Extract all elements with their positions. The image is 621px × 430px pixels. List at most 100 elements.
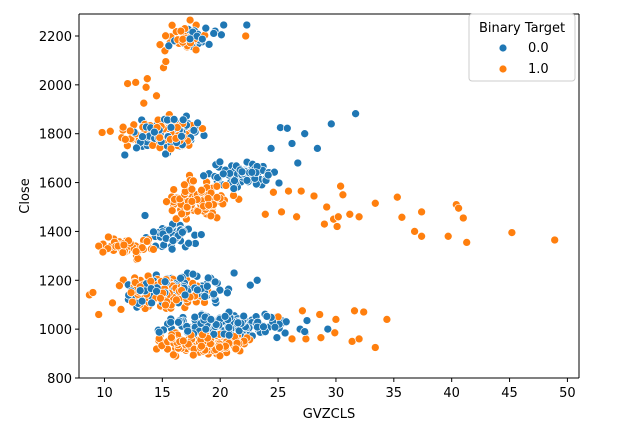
data-point-series-0-491 xyxy=(154,327,164,337)
data-point-series-0-232 xyxy=(164,225,174,235)
data-point-series-1-623 xyxy=(260,209,270,219)
data-point-series-0-551 xyxy=(242,20,252,30)
data-point-series-1-630 xyxy=(462,238,472,247)
data-point-series-1-302 xyxy=(156,293,165,303)
data-point-series-1-137 xyxy=(189,176,198,186)
data-point-series-1-531 xyxy=(215,342,224,352)
data-point-series-0-349 xyxy=(223,288,232,298)
data-point-series-1-627 xyxy=(443,231,453,241)
data-point-series-1-595 xyxy=(131,78,141,87)
points-layer xyxy=(85,15,560,361)
data-point-series-0-133 xyxy=(218,169,228,179)
x-tick-label-5: 35 xyxy=(386,386,403,401)
data-point-series-1-631 xyxy=(507,228,517,237)
data-point-series-1-172 xyxy=(177,209,187,219)
data-point-series-0-4 xyxy=(201,23,211,33)
data-point-series-1-277 xyxy=(104,232,113,242)
data-point-series-1-549 xyxy=(231,344,241,354)
data-point-series-0-571 xyxy=(323,324,333,334)
data-point-series-0-300 xyxy=(152,286,161,296)
data-point-series-0-3 xyxy=(197,34,207,44)
data-point-series-1-621 xyxy=(292,212,301,222)
data-point-series-0-467 xyxy=(166,317,176,327)
y-axis-label: Close xyxy=(18,178,33,213)
data-point-series-0-184 xyxy=(247,167,257,177)
data-point-series-1-643 xyxy=(354,334,364,344)
data-point-series-1-635 xyxy=(88,288,98,297)
legend-title: Binary Target xyxy=(479,21,565,36)
data-point-series-1-590 xyxy=(185,15,195,25)
x-tick-label-7: 45 xyxy=(501,386,518,401)
data-point-series-0-197 xyxy=(184,238,193,248)
data-point-series-0-555 xyxy=(282,123,292,133)
data-point-series-0-561 xyxy=(293,158,303,168)
data-point-series-0-261 xyxy=(193,285,202,295)
x-tick-label-1: 15 xyxy=(154,386,171,401)
data-point-series-1-211 xyxy=(169,185,179,194)
data-point-series-0-569 xyxy=(252,275,262,285)
data-point-series-1-598 xyxy=(139,98,149,108)
data-point-series-0-489 xyxy=(239,311,249,321)
data-point-series-1-612 xyxy=(392,192,402,202)
data-point-series-1-625 xyxy=(454,203,463,213)
data-point-series-1-646 xyxy=(287,334,297,344)
data-point-series-1-229 xyxy=(182,202,192,212)
data-point-series-0-360 xyxy=(180,290,190,300)
ticks-layer: 10 15 20 25 30 35 40 45 50 800 1000 1200 1400 1600 180… xyxy=(39,30,576,401)
data-point-series-0-111 xyxy=(166,123,176,132)
data-point-series-0-542 xyxy=(272,333,282,342)
legend-label-1: 1.0 xyxy=(528,62,549,77)
data-point-series-0-160 xyxy=(263,170,273,180)
data-point-series-0-80 xyxy=(177,131,186,141)
y-tick-label-1: 1000 xyxy=(39,323,72,338)
data-point-series-0-574 xyxy=(229,268,239,278)
data-point-series-1-649 xyxy=(315,310,325,319)
x-tick-label-0: 10 xyxy=(96,386,113,401)
data-point-series-0-336 xyxy=(147,298,156,308)
data-point-series-0-508 xyxy=(201,324,211,334)
data-point-series-0-352 xyxy=(203,273,213,283)
x-tick-label-4: 30 xyxy=(328,386,345,401)
y-tick-label-5: 1800 xyxy=(39,128,72,143)
data-point-series-1-606 xyxy=(322,202,332,212)
data-point-series-1-616 xyxy=(345,209,355,219)
data-point-series-1-61 xyxy=(148,141,158,150)
data-point-series-0-570 xyxy=(245,280,255,290)
data-point-series-1-203 xyxy=(212,193,222,202)
data-point-series-1-644 xyxy=(316,333,326,343)
data-point-series-0-235 xyxy=(168,236,178,246)
data-point-series-0-449 xyxy=(259,322,268,332)
data-point-series-0-157 xyxy=(274,178,284,188)
data-point-series-1-607 xyxy=(309,191,319,201)
data-point-series-0-572 xyxy=(302,316,312,325)
data-point-series-0-161 xyxy=(237,167,247,177)
data-point-series-1-382 xyxy=(116,305,126,314)
data-point-series-0-560 xyxy=(266,144,276,153)
data-point-series-1-638 xyxy=(382,315,392,324)
data-point-series-0-28 xyxy=(204,40,214,49)
data-point-series-0-437 xyxy=(280,328,290,338)
data-point-series-1-614 xyxy=(417,207,426,217)
data-point-series-1-605 xyxy=(338,190,348,200)
data-point-series-1-594 xyxy=(123,79,132,88)
data-point-series-1-650 xyxy=(298,306,307,316)
data-point-series-1-375 xyxy=(108,298,117,308)
data-point-series-1-622 xyxy=(277,207,286,217)
data-point-series-1-7 xyxy=(161,31,170,41)
data-point-series-1-220 xyxy=(212,181,222,191)
data-point-series-0-545 xyxy=(190,312,200,322)
data-point-series-0-556 xyxy=(300,129,310,139)
x-tick-label-8: 50 xyxy=(559,386,576,401)
data-point-series-1-146 xyxy=(197,185,206,195)
data-point-series-1-426 xyxy=(197,341,206,351)
data-point-series-0-371 xyxy=(160,277,170,287)
legend-label-0: 0.0 xyxy=(528,41,549,56)
data-point-series-1-489 xyxy=(178,336,188,346)
data-point-series-1-629 xyxy=(410,227,419,236)
data-point-series-0-67 xyxy=(193,118,202,128)
data-point-series-0-391 xyxy=(233,318,243,328)
data-point-series-1-626 xyxy=(458,213,468,223)
data-point-series-0-47 xyxy=(178,115,188,125)
data-point-series-0-486 xyxy=(211,320,221,329)
